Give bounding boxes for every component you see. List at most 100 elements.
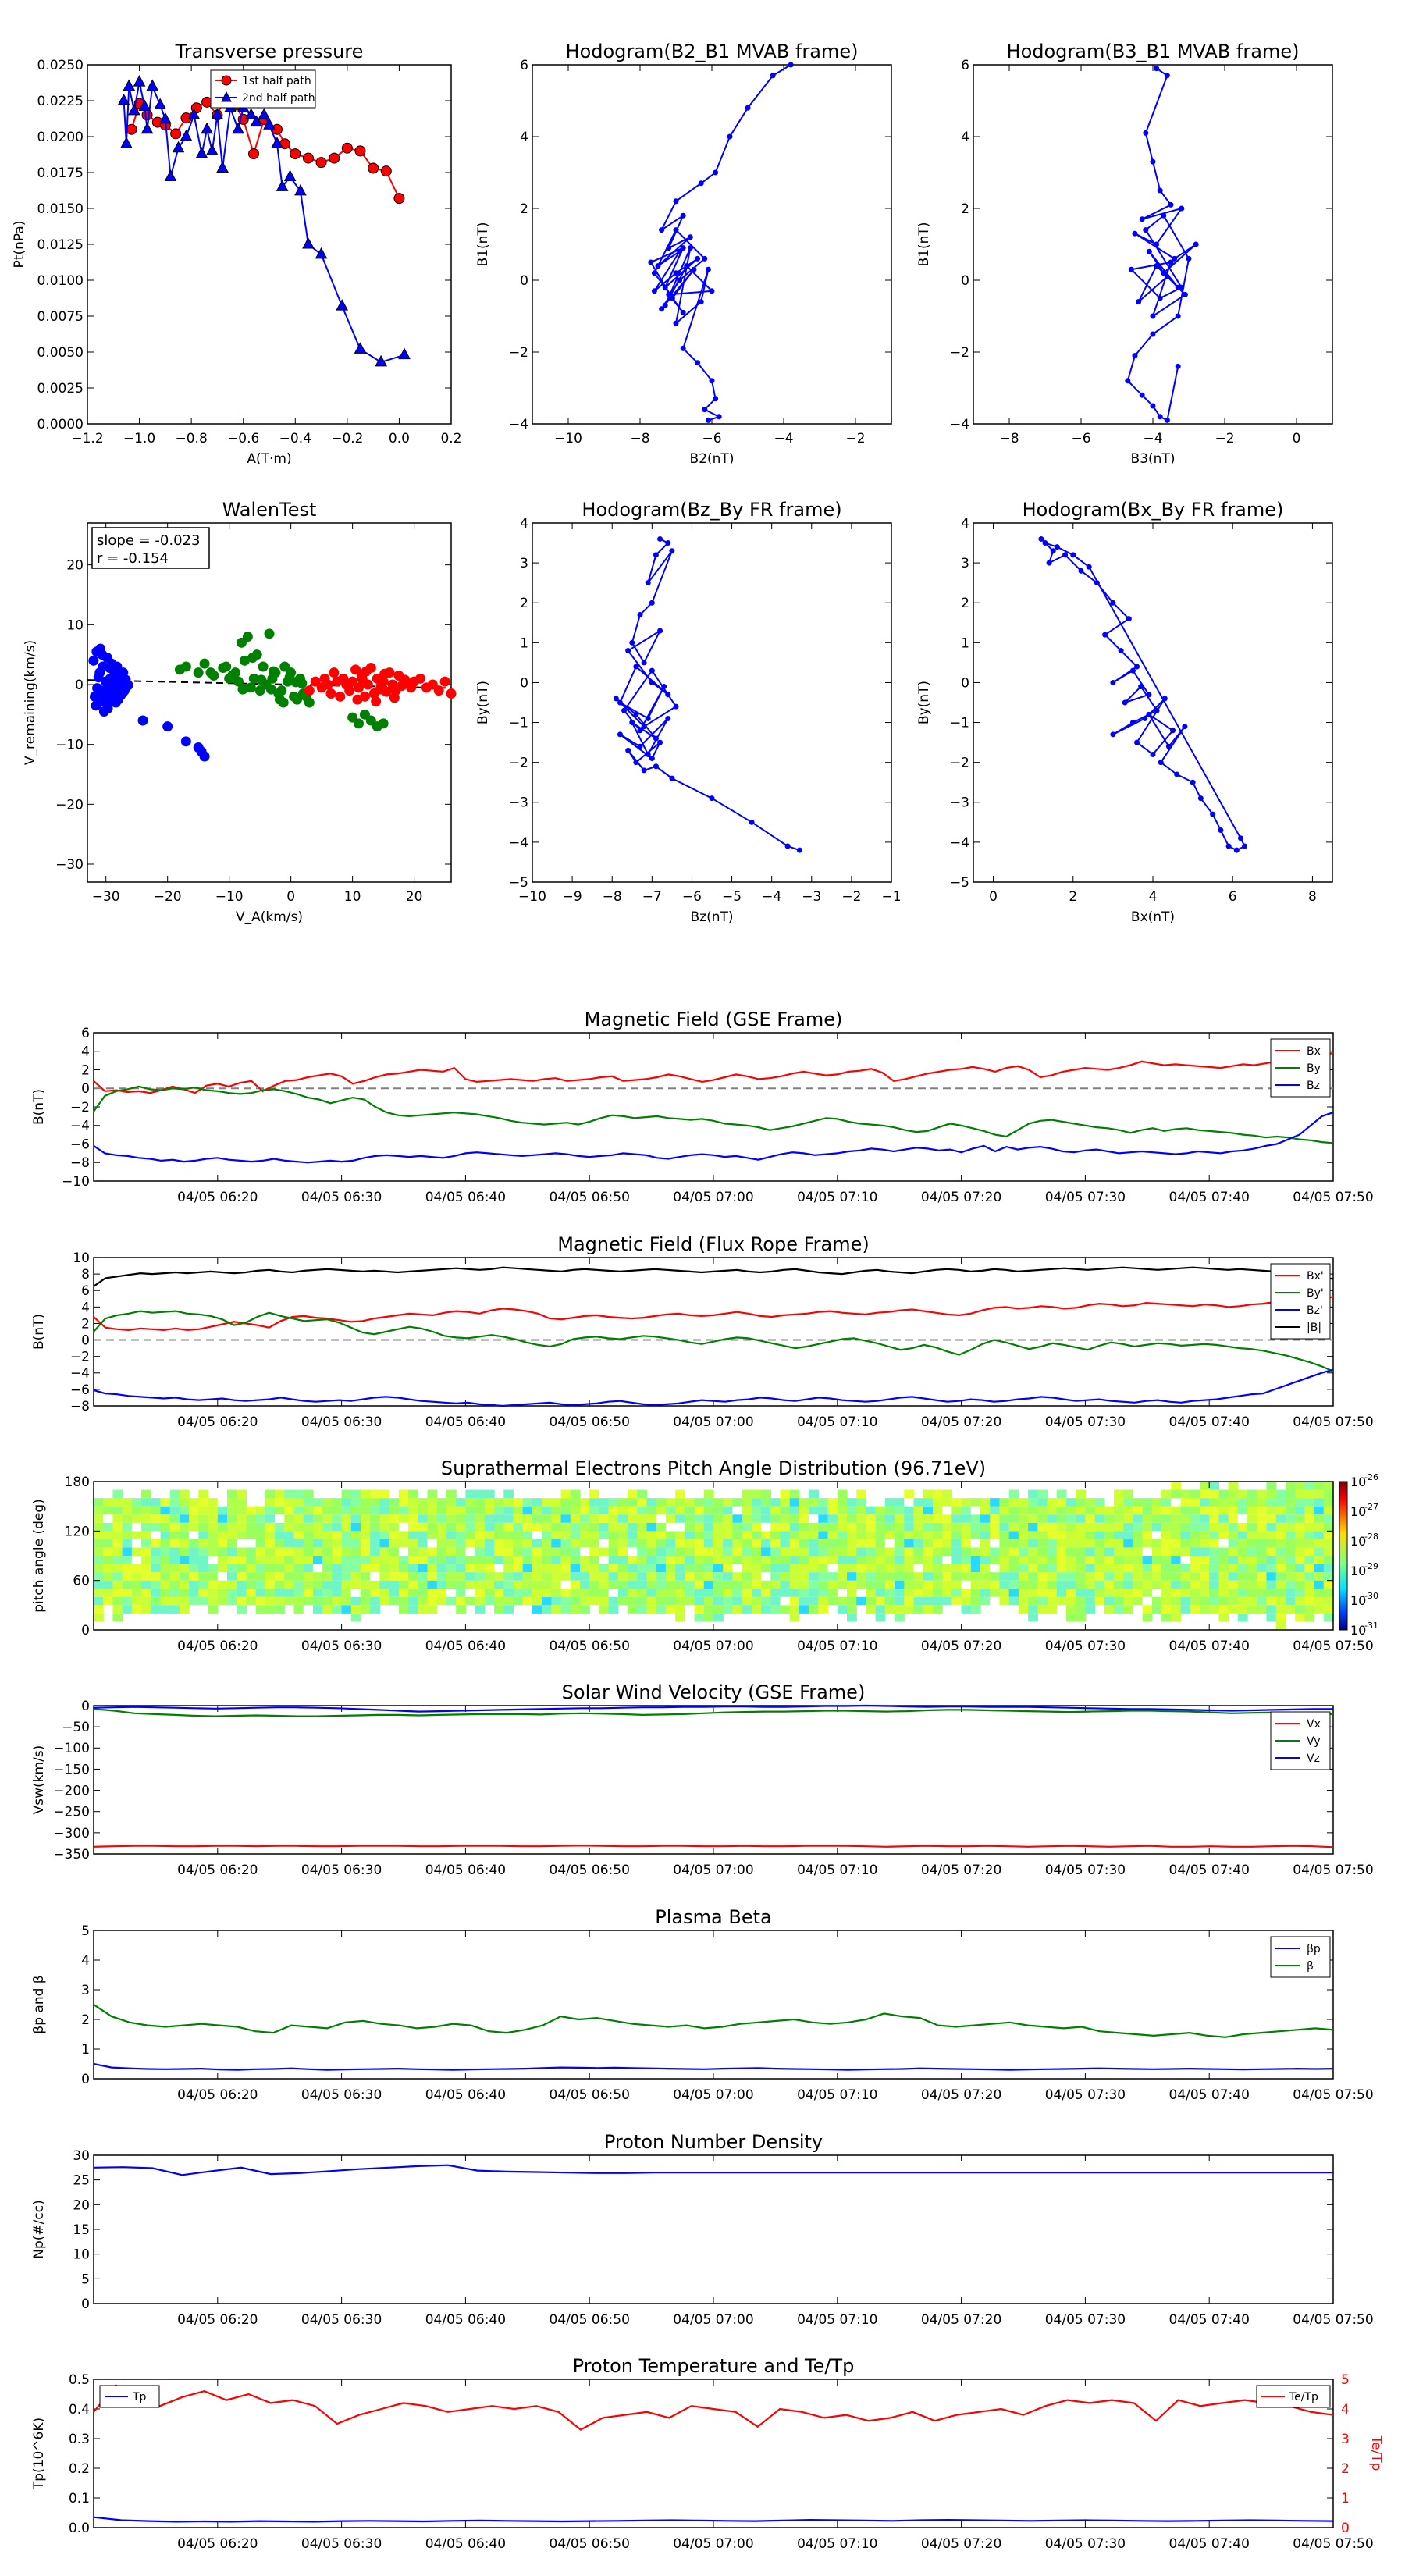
- heatmap-cell: [208, 1547, 219, 1556]
- heatmap-cell: [913, 1572, 924, 1581]
- heatmap-cell: [1266, 1580, 1277, 1589]
- heatmap-cell: [875, 1589, 886, 1597]
- heatmap-cell: [131, 1506, 142, 1515]
- y-tick-label: −6: [70, 1137, 90, 1152]
- data-point: [290, 148, 301, 160]
- heatmap-cell: [503, 1514, 514, 1523]
- heatmap-cell: [1151, 1605, 1162, 1614]
- heatmap-cell: [522, 1547, 533, 1556]
- heatmap-cell: [284, 1580, 295, 1589]
- heatmap-cell: [866, 1531, 877, 1539]
- heatmap-cell: [151, 1514, 162, 1523]
- heatmap-cell: [1056, 1522, 1067, 1532]
- heatmap-cell: [895, 1580, 905, 1589]
- heatmap-cell: [608, 1605, 619, 1614]
- time-tick-label: 04/05 06:40: [425, 1190, 506, 1205]
- data-point: [625, 648, 631, 654]
- heatmap-cell: [1257, 1489, 1268, 1499]
- data-point: [1102, 632, 1108, 638]
- y-tick-label: −2: [509, 345, 528, 361]
- heatmap-cell: [293, 1547, 304, 1556]
- heatmap-cell: [408, 1489, 418, 1499]
- heatmap-cell: [579, 1605, 590, 1614]
- heatmap-cell: [761, 1572, 771, 1581]
- heatmap-cell: [703, 1580, 714, 1589]
- y-tick-label: −20: [55, 797, 84, 813]
- heatmap-cell: [1142, 1522, 1153, 1532]
- heatmap-cell: [761, 1556, 771, 1564]
- heatmap-cell: [1171, 1572, 1182, 1581]
- heatmap-cell: [322, 1539, 333, 1548]
- heatmap-cell: [818, 1564, 829, 1573]
- heatmap-cell: [503, 1556, 514, 1564]
- heatmap-cell: [837, 1539, 848, 1548]
- heatmap-cell: [446, 1564, 457, 1573]
- heatmap-cell: [112, 1531, 123, 1539]
- heatmap-cell: [818, 1572, 829, 1581]
- data-point: [1146, 692, 1152, 698]
- series-|B|: [93, 1266, 1334, 1287]
- heatmap-cell: [361, 1589, 371, 1597]
- heatmap-cell: [227, 1556, 237, 1564]
- heatmap-cell: [522, 1522, 533, 1532]
- heatmap-cell: [856, 1531, 867, 1539]
- heatmap-cell: [112, 1547, 123, 1556]
- heatmap-cell: [341, 1564, 352, 1573]
- heatmap-cell: [293, 1498, 304, 1507]
- heatmap-cell: [913, 1596, 924, 1606]
- h3-axes: [532, 522, 892, 883]
- x-axis-label: Bz(nT): [690, 909, 733, 925]
- heatmap-cell: [131, 1564, 142, 1573]
- heatmap-cell: [389, 1589, 400, 1597]
- heatmap-cell: [942, 1556, 952, 1564]
- data-point: [1182, 291, 1188, 297]
- heatmap-cell: [732, 1556, 743, 1564]
- heatmap-cell: [112, 1605, 123, 1614]
- x-tick-label: −1: [881, 889, 901, 905]
- heatmap-cell: [361, 1572, 371, 1581]
- heatmap-cell: [608, 1506, 619, 1515]
- time-tick-label: 04/05 06:20: [177, 1638, 258, 1654]
- heatmap-cell: [1047, 1547, 1058, 1556]
- data-point: [276, 180, 289, 191]
- heatmap-cell: [675, 1589, 685, 1597]
- heatmap-cell: [1065, 1564, 1076, 1573]
- heatmap-cell: [1018, 1522, 1029, 1532]
- heatmap-cell: [1008, 1596, 1019, 1606]
- y-tick-label: 0.0: [69, 2521, 90, 2536]
- heatmap-cell: [246, 1596, 257, 1606]
- heatmap-cell: [1114, 1531, 1124, 1539]
- data-point: [341, 142, 353, 154]
- data-point: [709, 795, 715, 802]
- heatmap-cell: [1285, 1596, 1296, 1606]
- heatmap-cell: [1037, 1556, 1048, 1564]
- heatmap-cell: [122, 1506, 133, 1515]
- heatmap-cell: [436, 1498, 447, 1507]
- heatmap-cell: [551, 1547, 562, 1556]
- heatmap-cell: [1018, 1596, 1029, 1606]
- heatmap-cell: [1275, 1621, 1286, 1630]
- heatmap-cell: [980, 1596, 991, 1606]
- data-point: [1154, 263, 1160, 269]
- heatmap-cell: [237, 1498, 247, 1507]
- heatmap-cell: [932, 1539, 943, 1548]
- heatmap-cell: [322, 1556, 333, 1564]
- heatmap-cell: [293, 1564, 304, 1573]
- heatmap-cell: [713, 1522, 724, 1532]
- data-point: [170, 128, 182, 140]
- heatmap-cell: [751, 1556, 762, 1564]
- heatmap-cell: [1076, 1589, 1086, 1597]
- heatmap-cell: [675, 1514, 685, 1523]
- heatmap-cell: [237, 1580, 247, 1589]
- y-tick-label: −4: [509, 417, 528, 432]
- heatmap-cell: [866, 1605, 877, 1614]
- x-tick-label: 8: [1308, 889, 1317, 905]
- heatmap-cell: [1199, 1547, 1210, 1556]
- time-tick-label: 04/05 07:10: [797, 1414, 877, 1430]
- heatmap-cell: [656, 1580, 667, 1589]
- heatmap-cell: [503, 1531, 514, 1539]
- heatmap-cell: [1133, 1522, 1144, 1532]
- heatmap-cell: [1085, 1539, 1096, 1548]
- heatmap-cell: [1076, 1514, 1086, 1523]
- y-tick-label: −3: [509, 795, 528, 811]
